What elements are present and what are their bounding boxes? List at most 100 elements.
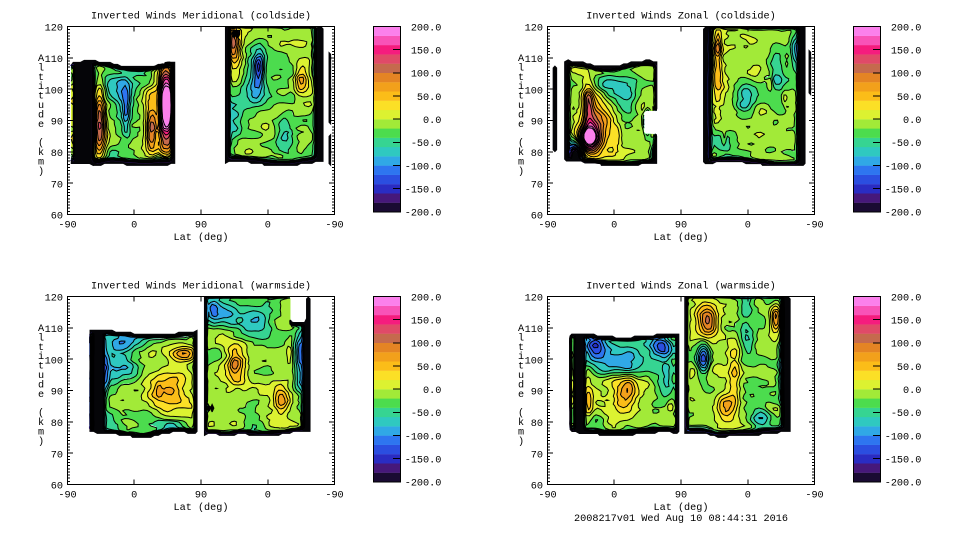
svg-text:120: 120	[45, 294, 63, 305]
svg-text:-90: -90	[538, 490, 556, 501]
svg-text:-150.0: -150.0	[405, 186, 442, 197]
svg-text:50.0: 50.0	[417, 363, 441, 374]
svg-text:90: 90	[195, 490, 207, 501]
svg-text:Inverted Winds Meridional (col: Inverted Winds Meridional (coldside)	[91, 11, 311, 23]
svg-text:A: A	[518, 324, 525, 335]
svg-text:150.0: 150.0	[411, 47, 442, 58]
svg-text:t: t	[38, 73, 44, 84]
svg-text:u: u	[518, 371, 524, 382]
svg-text:l: l	[518, 332, 524, 344]
svg-text:): )	[38, 166, 44, 178]
svg-text:t: t	[518, 362, 524, 373]
svg-text:100: 100	[525, 86, 543, 97]
svg-text:-50.0: -50.0	[891, 139, 922, 150]
svg-text:d: d	[38, 109, 44, 121]
svg-text:-90: -90	[805, 220, 823, 231]
svg-text:0: 0	[131, 490, 137, 501]
svg-text:A: A	[38, 324, 45, 335]
svg-text:150.0: 150.0	[411, 317, 442, 328]
svg-text:0: 0	[611, 220, 617, 231]
svg-text:70: 70	[51, 450, 63, 461]
svg-text:u: u	[518, 101, 524, 112]
svg-text:60: 60	[51, 482, 63, 493]
svg-text:A: A	[518, 54, 525, 65]
svg-text:-100.0: -100.0	[885, 162, 922, 173]
svg-text:0.0: 0.0	[903, 386, 921, 397]
svg-text:u: u	[38, 371, 44, 382]
svg-text:-200.0: -200.0	[405, 479, 442, 490]
svg-text:2008217v01 Wed Aug 10 08:44:31: 2008217v01 Wed Aug 10 08:44:31 2016	[574, 513, 788, 525]
svg-text:Lat (deg): Lat (deg)	[653, 502, 708, 514]
svg-text:e: e	[38, 120, 44, 131]
svg-text:200.0: 200.0	[891, 293, 922, 304]
svg-text:i: i	[38, 351, 44, 363]
svg-text:i: i	[518, 351, 524, 363]
svg-text:A: A	[38, 54, 45, 65]
svg-text:-90: -90	[58, 490, 76, 501]
svg-text:): )	[518, 166, 524, 178]
svg-text:80: 80	[51, 149, 63, 160]
svg-text:m: m	[38, 157, 44, 168]
svg-text:-90: -90	[538, 220, 556, 231]
svg-text:-150.0: -150.0	[885, 456, 922, 467]
svg-text:100.0: 100.0	[891, 340, 922, 351]
svg-text:Inverted Winds Meridional (war: Inverted Winds Meridional (warmside)	[91, 281, 311, 293]
svg-text:l: l	[38, 62, 44, 74]
svg-text:120: 120	[525, 294, 543, 305]
svg-text:60: 60	[51, 212, 63, 223]
svg-text:t: t	[38, 92, 44, 103]
svg-text:60: 60	[531, 482, 543, 493]
svg-text:k: k	[518, 417, 524, 429]
svg-text:200.0: 200.0	[411, 293, 442, 304]
svg-text:(: (	[518, 408, 524, 420]
svg-text:): )	[518, 436, 524, 448]
svg-text:e: e	[518, 390, 524, 401]
svg-text:100.0: 100.0	[891, 70, 922, 81]
svg-text:i: i	[38, 81, 44, 93]
svg-text:110: 110	[525, 325, 543, 336]
svg-text:-90: -90	[58, 220, 76, 231]
svg-text:(: (	[38, 408, 44, 420]
svg-text:(: (	[518, 138, 524, 150]
svg-text:k: k	[38, 417, 44, 429]
svg-text:90: 90	[675, 490, 687, 501]
svg-text:Lat (deg): Lat (deg)	[173, 502, 228, 514]
svg-text:0.0: 0.0	[423, 386, 441, 397]
svg-text:i: i	[518, 81, 524, 93]
svg-text:Inverted Winds Zonal (coldside: Inverted Winds Zonal (coldside)	[586, 11, 776, 23]
svg-text:-90: -90	[805, 490, 823, 501]
svg-text:80: 80	[531, 419, 543, 430]
svg-text:90: 90	[531, 388, 543, 399]
svg-text:120: 120	[45, 24, 63, 35]
svg-text:e: e	[38, 390, 44, 401]
svg-text:80: 80	[51, 419, 63, 430]
svg-text:-90: -90	[325, 220, 343, 231]
svg-text:60: 60	[531, 212, 543, 223]
svg-text:m: m	[518, 157, 524, 168]
svg-text:0.0: 0.0	[423, 116, 441, 127]
svg-text:d: d	[518, 379, 524, 391]
svg-text:m: m	[518, 427, 524, 438]
svg-text:90: 90	[51, 388, 63, 399]
svg-text:u: u	[38, 101, 44, 112]
svg-text:0: 0	[611, 490, 617, 501]
svg-text:100.0: 100.0	[411, 340, 442, 351]
svg-text:-100.0: -100.0	[405, 432, 442, 443]
svg-text:100: 100	[525, 356, 543, 367]
svg-text:150.0: 150.0	[891, 47, 922, 58]
svg-text:100: 100	[45, 356, 63, 367]
svg-text:0: 0	[265, 220, 271, 231]
svg-text:-100.0: -100.0	[405, 162, 442, 173]
svg-text:0: 0	[745, 490, 751, 501]
svg-text:-200.0: -200.0	[405, 209, 442, 220]
svg-text:-90: -90	[325, 490, 343, 501]
svg-text:-200.0: -200.0	[885, 209, 922, 220]
svg-text:0.0: 0.0	[903, 116, 921, 127]
svg-text:-100.0: -100.0	[885, 432, 922, 443]
svg-text:t: t	[38, 362, 44, 373]
svg-text:Inverted Winds Zonal (warmside: Inverted Winds Zonal (warmside)	[586, 281, 776, 293]
svg-text:l: l	[38, 332, 44, 344]
svg-text:110: 110	[45, 55, 63, 66]
svg-text:m: m	[38, 427, 44, 438]
svg-text:50.0: 50.0	[897, 93, 921, 104]
